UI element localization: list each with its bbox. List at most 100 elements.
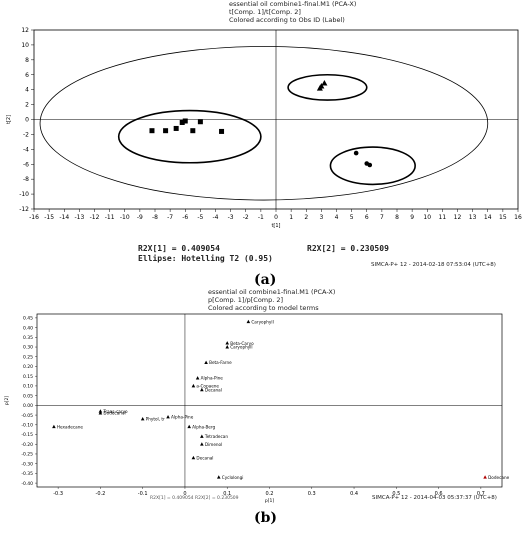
loading-point (191, 383, 196, 388)
loading-point (246, 319, 251, 324)
x-tick-label: 0.7 (477, 491, 485, 497)
data-point-square (219, 128, 225, 134)
x-tick-label: -10 (120, 214, 130, 221)
loading-point (225, 341, 230, 345)
y-tick-label: 0.25 (23, 354, 33, 360)
data-point-square (197, 119, 203, 125)
x-tick-label: 0.6 (435, 491, 443, 497)
x-axis-label: t[1] (271, 223, 280, 229)
panel-b-footer: SIMCA-P+ 12 - 2014-04-03 05:37:37 (UTC+8… (372, 495, 497, 501)
y-tick-label: -6 (23, 161, 29, 168)
loading-point (98, 409, 103, 413)
loading-label: Phytol, tr (146, 417, 165, 422)
loading-point (195, 376, 200, 380)
loading-point (200, 434, 204, 438)
y-tick-label: 0.45 (23, 316, 33, 322)
figure-panel-a: essential oil combine1-final.M1 (PCA-X) … (6, 0, 522, 288)
panel-b-header-line-3: Colored according to model terms (208, 304, 319, 312)
loading-label: a-Copaene (196, 384, 219, 389)
x-tick-label: -4 (213, 214, 219, 221)
y-tick-label: -0.40 (21, 481, 33, 487)
loading-point (200, 442, 204, 446)
x-tick-label: 9 (410, 214, 414, 221)
y-tick-label: -8 (23, 176, 29, 183)
loading-label: Dodecane (488, 475, 510, 480)
y-tick-label: -0.25 (21, 452, 33, 458)
x-tick-label: 1 (289, 214, 293, 221)
hotelling-ellipse (39, 46, 489, 201)
y-tick-label: 6 (25, 72, 29, 79)
panel-b-header-line-2: p[Comp. 1]/p[Comp. 2] (208, 296, 284, 304)
data-point-square (173, 125, 179, 131)
x-tick-label: 0 (274, 214, 278, 221)
x-tick-label: -11 (105, 214, 115, 221)
panel-b-caption: (b) (254, 510, 278, 526)
y-tick-label: -0.30 (21, 461, 33, 467)
group-ellipse (329, 146, 416, 186)
x-tick-label: -16 (29, 214, 39, 221)
y-tick-label: -12 (19, 206, 29, 213)
x-tick-label: 7 (380, 214, 384, 221)
y-tick-label: 0.00 (23, 403, 33, 409)
loading-point (200, 387, 204, 392)
x-tick-label: 13 (469, 214, 477, 221)
data-point-square (163, 128, 169, 134)
x-tick-label: -1 (258, 214, 264, 221)
x-tick-label: -12 (90, 214, 100, 221)
x-tick-label: -7 (167, 214, 173, 221)
figure-panel-b: essential oil combine1-final.M1 (PCA-X) … (0, 288, 526, 550)
loading-label: Beta-Caryo (230, 341, 254, 346)
x-tick-label: -14 (59, 214, 69, 221)
panel-b-header-line-1: essential oil combine1-final.M1 (PCA-X) (208, 288, 336, 296)
x-tick-label: -9 (137, 214, 143, 221)
loading-label: Beta-Farne (209, 360, 232, 365)
y-tick-label: 0.05 (23, 393, 33, 399)
x-tick-label: 0.4 (350, 491, 358, 497)
y-tick-label: 0.40 (23, 325, 33, 331)
y-tick-label: -0.10 (21, 422, 33, 428)
data-point-square (182, 118, 188, 124)
panel-a-header-line-3: Colored according to Obs ID (Label) (229, 16, 345, 24)
loading-point (204, 360, 208, 364)
loading-point (98, 411, 103, 415)
x-tick-label: 4 (335, 214, 339, 221)
loading-label: Dimenol (205, 442, 222, 447)
panel-a-caption: (a) (254, 272, 277, 288)
x-tick-label: 0.2 (266, 491, 274, 497)
group-ellipse (117, 109, 262, 164)
loading-label: Alpha-Berg (192, 424, 215, 429)
data-point-triangle (321, 79, 328, 86)
x-tick-label: -0.2 (96, 491, 106, 497)
stat-ellipse: Ellipse: Hotelling T2 (0.95) (138, 254, 273, 263)
x-tick-label: -13 (74, 214, 84, 221)
loading-point (191, 455, 196, 460)
data-point-circle (367, 162, 373, 168)
y-tick-label: -0.35 (21, 471, 33, 477)
data-point-square (190, 128, 196, 134)
stat-r2x1: R2X[1] = 0.409054 (138, 244, 220, 253)
y-axis-label: t[2] (6, 115, 12, 124)
x-tick-label: 0.1 (223, 491, 231, 497)
x-tick-label: 8 (395, 214, 399, 221)
x-tick-label: -0.1 (138, 491, 148, 497)
stat-r2x2: R2X[2] = 0.230509 (307, 244, 389, 253)
loading-label: Tetradecan (204, 434, 228, 439)
x-tick-label: 0.5 (392, 491, 400, 497)
x-tick-label: 6 (365, 214, 369, 221)
loading-point (225, 345, 230, 349)
panel-a-footer: SIMCA-P+ 12 - 2014-02-18 07:53:04 (UTC+8… (371, 262, 496, 268)
y-tick-label: -2 (23, 131, 29, 138)
loading-label: Dodecanol (103, 411, 125, 416)
group-ellipse (287, 73, 368, 101)
y-tick-label: 0.30 (23, 345, 33, 351)
y-tick-label: 0.35 (23, 335, 33, 341)
data-point-circle (353, 150, 359, 156)
loading-point (166, 415, 170, 419)
x-tick-label: 5 (350, 214, 354, 221)
y-tick-label: -0.05 (21, 413, 33, 419)
scatter-plot-a: -16 -15 -14 -13 -12 -11 -10 -9 -8 -7 -6 -5 -4 -3 -2 -1 0… (6, 27, 522, 229)
y-tick-label: 10 (21, 42, 29, 49)
x-tick-label: -2 (243, 214, 249, 221)
x-axis-label: p[1] (265, 498, 274, 504)
panel-a-header-line-2: t[Comp. 1]/t[Comp. 2] (229, 8, 301, 16)
